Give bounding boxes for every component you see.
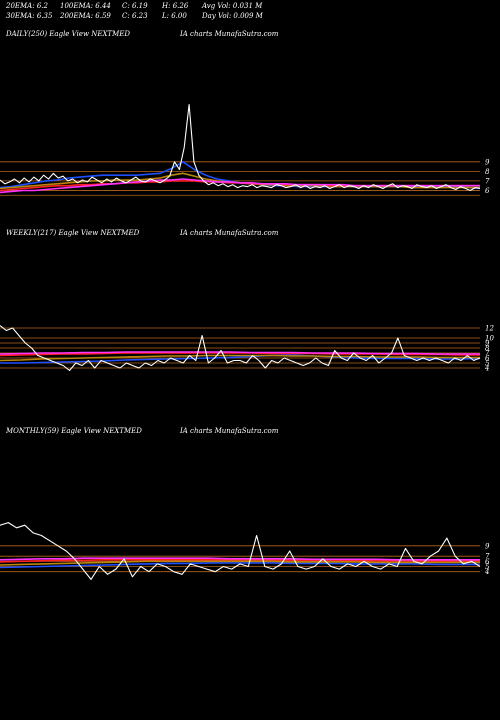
daily-ytick-label-2: 7 xyxy=(485,177,490,185)
weekly-ytick-label-7: 4 xyxy=(484,365,489,373)
header-close-1: C: 6.19 xyxy=(122,2,148,10)
weekly-ytick-label-2: 9 xyxy=(485,340,490,348)
weekly-panel-source: IA charts MunafaSutra.com xyxy=(179,229,279,237)
monthly-ytick-label-1: 7 xyxy=(485,553,490,561)
header-20ema: 20EMA: 6.2 xyxy=(5,2,49,10)
monthly-price-line xyxy=(0,522,481,580)
indicator-header: 20EMA: 6.2 100EMA: 6.44 C: 6.19 H: 6.26 … xyxy=(5,2,264,20)
header-low: L: 6.00 xyxy=(161,12,187,20)
daily-ytick-label-0: 9 xyxy=(485,158,490,166)
daily-ytick-label-3: 6 xyxy=(485,187,490,195)
header-30ema: 30EMA: 6.35 xyxy=(6,12,53,20)
monthly-ytick-label-3: 5 xyxy=(485,563,490,571)
weekly-ytick-label-1: 10 xyxy=(485,335,494,343)
header-200ema: 200EMA: 6.59 xyxy=(59,12,111,20)
monthly-panel-source: IA charts MunafaSutra.com xyxy=(179,427,279,435)
daily-chart-panel: 9 87 6 xyxy=(0,103,490,196)
daily-price-line xyxy=(0,103,481,192)
header-day-vol: Day Vol: 0.009 M xyxy=(201,12,264,20)
weekly-ytick-label-3: 8 xyxy=(485,345,490,353)
weekly-ema-magenta-line xyxy=(0,351,480,355)
weekly-ytick-label-6: 5 xyxy=(485,360,490,368)
weekly-ema-blue-line xyxy=(0,354,481,364)
daily-ema-magenta-line xyxy=(0,178,480,194)
monthly-panel-title: MONTHLY(59) Eagle View NEXTMED xyxy=(5,427,142,435)
monthly-ytick-label-4: 4 xyxy=(484,568,489,576)
header-avg-vol: Avg Vol: 0.031 M xyxy=(201,2,263,10)
weekly-ytick-label-5: 6 xyxy=(485,355,490,363)
monthly-ytick-label-0: 9 xyxy=(485,542,490,550)
weekly-panel-title: WEEKLY(217) Eagle View NEXTMED xyxy=(6,229,140,237)
daily-ema-blue-line xyxy=(0,161,481,190)
daily-panel-title: DAILY(250) Eagle View NEXTMED xyxy=(5,30,130,38)
weekly-ytick-label-4: 7 xyxy=(485,350,490,358)
weekly-ema-gold-line xyxy=(0,354,480,362)
header-100ema: 100EMA: 6.44 xyxy=(60,2,111,10)
daily-ytick-label-1: 8 xyxy=(485,168,490,176)
monthly-ema-gold-line xyxy=(0,560,480,566)
header-high: H: 6.26 xyxy=(161,2,189,10)
weekly-price-line xyxy=(0,325,481,372)
weekly-ytick-label-0: 12 xyxy=(485,325,494,333)
header-close-2: C: 6.23 xyxy=(122,12,148,20)
daily-panel-source: IA charts MunafaSutra.com xyxy=(179,30,279,38)
monthly-ytick-label-2: 6 xyxy=(485,558,490,566)
